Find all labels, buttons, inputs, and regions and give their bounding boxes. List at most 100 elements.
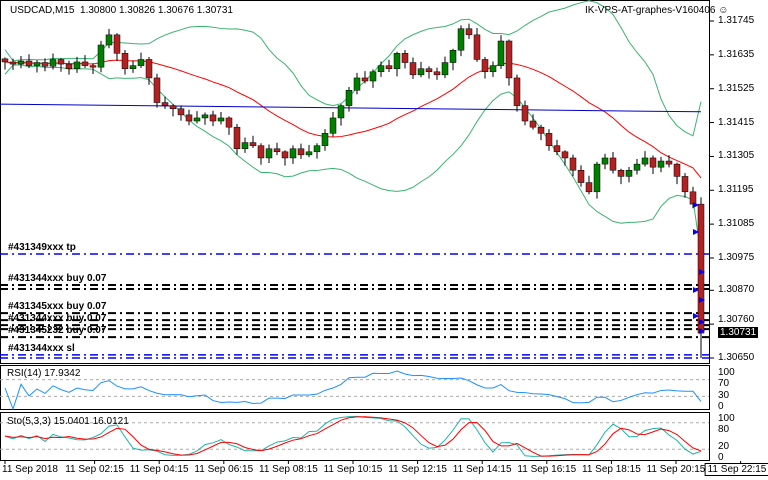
- time-axis-label: 11 Sep 18:15: [582, 464, 641, 475]
- candle-body: [649, 157, 657, 168]
- candle-body: [497, 40, 505, 66]
- smiley-icon: ☺: [718, 5, 729, 16]
- stoch-axis-label: 100: [718, 413, 735, 424]
- candle-body: [697, 203, 705, 334]
- candle-body: [361, 77, 369, 82]
- order-label[interactable]: #431345232 buy 0.07: [8, 325, 107, 337]
- time-axis-label: 11 Sep 12:15: [388, 464, 447, 475]
- candle-body: [25, 60, 33, 66]
- candle-body: [521, 105, 529, 122]
- candle-body: [505, 40, 513, 79]
- order-label[interactable]: #431349xxx tp: [8, 241, 76, 253]
- candle-body: [81, 61, 89, 66]
- price-axis-label: 1.30760: [718, 314, 755, 325]
- stoch-signal-line: [4, 416, 702, 457]
- price-axis-label: 1.30650: [718, 351, 755, 363]
- trade-arrow-icon: [693, 229, 699, 235]
- candle-body: [369, 71, 377, 82]
- chart-header: USDCAD,M15 1.30800 1.30826 1.30676 1.307…: [10, 5, 233, 16]
- candle-body: [417, 68, 425, 76]
- candle-body: [529, 120, 537, 128]
- candle-body: [305, 151, 313, 156]
- trade-arrow-icon: [699, 297, 705, 303]
- candle-body: [97, 44, 105, 68]
- candle-body: [65, 63, 73, 69]
- price-axis-label: 1.31195: [718, 184, 754, 196]
- candle-body: [105, 34, 113, 46]
- candle-body: [601, 157, 609, 165]
- stoch-axis-label: 80: [718, 424, 730, 435]
- candle-body: [537, 126, 545, 134]
- moving-average-line: [4, 59, 702, 179]
- candle-body: [337, 105, 345, 119]
- rsi-axis-label: 0: [718, 401, 724, 412]
- candle-body: [345, 89, 353, 106]
- candle-body: [569, 157, 577, 171]
- order-label[interactable]: #431344xxx buy 0.07: [8, 313, 107, 325]
- bollinger-upper-line: [4, 0, 702, 137]
- candle-body: [217, 117, 225, 122]
- time-axis-label: 11 Sep 22:15: [704, 463, 768, 476]
- candle-body: [481, 59, 489, 73]
- order-label[interactable]: #431344xxx buy 0.07: [8, 273, 107, 285]
- candle-body: [33, 62, 41, 66]
- rsi-axis-label: 30: [718, 390, 730, 401]
- time-axis-label: 11 Sep 2018: [2, 464, 58, 475]
- candle-body: [625, 170, 633, 177]
- candle-body: [57, 59, 65, 65]
- candle-body: [681, 176, 689, 193]
- candle-body: [225, 117, 233, 128]
- price-axis-label: 1.31525: [718, 82, 755, 94]
- candle-body: [385, 65, 393, 69]
- candle-body: [185, 114, 193, 122]
- price-axis-label: 1.31635: [718, 48, 755, 60]
- candle-body: [265, 148, 273, 159]
- candle-body: [9, 61, 17, 65]
- stoch-axis-label: 20: [718, 441, 730, 452]
- order-label[interactable]: #431345xxx buy 0.07: [8, 301, 107, 313]
- candle-body: [289, 148, 297, 159]
- candle-body: [473, 34, 481, 60]
- candle-body: [73, 61, 81, 69]
- candle-body: [553, 145, 561, 153]
- candle-body: [425, 68, 433, 73]
- rsi-label: RSI(14) 17.9342: [7, 368, 81, 379]
- candle-body: [353, 77, 361, 91]
- time-axis-label: 11 Sep 08:15: [259, 464, 318, 475]
- trade-arrow-icon: [699, 269, 705, 275]
- candle-body: [633, 163, 641, 171]
- price-axis-label: 1.31305: [718, 150, 755, 162]
- time-axis-label: 11 Sep 10:15: [323, 464, 383, 475]
- candle-body: [177, 108, 185, 116]
- stoch-axis-label: 0: [718, 452, 724, 463]
- candle-body: [577, 170, 585, 183]
- candle-body: [377, 65, 385, 73]
- candle-body: [17, 60, 25, 65]
- stoch-panel-frame: [0, 412, 710, 461]
- price-axis-label: 1.31085: [718, 218, 755, 230]
- time-axis-label: 11 Sep 16:15: [517, 464, 577, 475]
- time-axis-label: 11 Sep 14:15: [452, 464, 512, 475]
- candle-body: [281, 151, 289, 159]
- symbol-label: USDCAD,M15: [10, 5, 75, 16]
- candle-body: [465, 28, 473, 36]
- time-axis-label: 11 Sep 02:15: [65, 464, 124, 475]
- candle-body: [193, 117, 201, 122]
- expert-label: IK-VPS-AT-graphes-V160406 ☺: [585, 5, 729, 16]
- candle-body: [161, 102, 169, 106]
- candle-body: [233, 126, 241, 149]
- candle-body: [545, 133, 553, 146]
- candle-body: [617, 170, 625, 177]
- trade-arrow-icon: [699, 328, 705, 334]
- candle-body: [561, 151, 569, 159]
- order-label[interactable]: #431344xxx sl: [8, 342, 75, 354]
- price-axis-label: 1.31745: [718, 15, 755, 26]
- candle-body: [657, 160, 665, 168]
- candle-body: [585, 182, 593, 193]
- trade-arrow-icon: [693, 313, 699, 319]
- candle-body: [153, 77, 161, 103]
- candle-body: [241, 142, 249, 149]
- candle-body: [665, 160, 673, 165]
- time-axis-label: 11 Sep 06:15: [194, 464, 254, 475]
